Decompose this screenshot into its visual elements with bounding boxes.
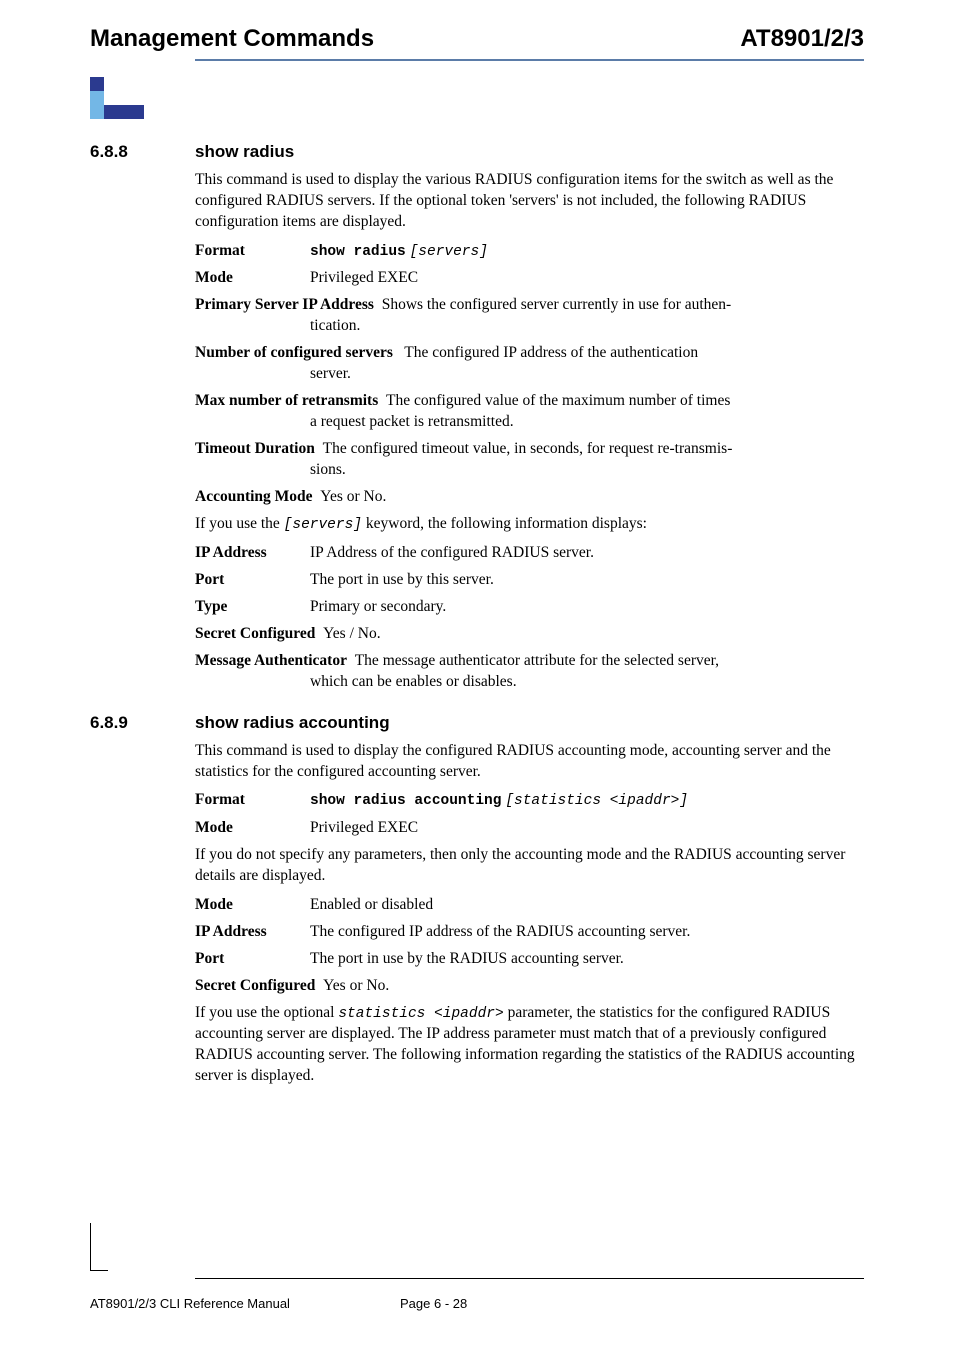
label-secret: Secret Configured — [195, 977, 315, 994]
format-command: show radius accounting — [310, 793, 501, 809]
label-port: Port — [195, 949, 310, 970]
value-mode: Privileged EXEC — [310, 268, 864, 289]
format-arg: [statistics <ipaddr>] — [505, 793, 688, 809]
row-type: Type Primary or secondary. — [195, 597, 864, 618]
label-mode: Mode — [195, 818, 310, 839]
desc-port: The port in use by this server. — [310, 570, 864, 591]
row-primary-server: Primary Server IP Address Shows the conf… — [195, 295, 864, 337]
no-params-para: If you do not specify any parameters, th… — [195, 845, 864, 887]
desc-msgauth-2: which can be enables or disables. — [195, 672, 864, 693]
format-arg: [servers] — [410, 244, 488, 260]
label-primary-server: Primary Server IP Address — [195, 296, 374, 313]
desc-timeout-1: The configured timeout value, in seconds… — [323, 440, 733, 457]
label-format: Format — [195, 790, 310, 812]
section-688-intro: This command is used to display the vari… — [195, 170, 864, 233]
footer-manual-name: AT8901/2/3 CLI Reference Manual — [90, 1296, 290, 1311]
row-secret-configured: Secret Configured Yes / No. — [195, 624, 864, 645]
label-mode: Mode — [195, 268, 310, 289]
row-message-authenticator: Message Authenticator The message authen… — [195, 651, 864, 693]
header-title: Management Commands — [90, 25, 374, 53]
desc-numservers-1: The configured IP address of the authent… — [404, 344, 698, 361]
if-servers-keyword: If you use the [servers] keyword, the fo… — [195, 514, 864, 536]
label-num-servers: Number of configured servers — [195, 344, 393, 361]
label-format: Format — [195, 241, 310, 263]
section-title: show radius accounting — [195, 713, 390, 733]
desc-maxretrans-1: The configured value of the maximum numb… — [386, 392, 730, 409]
opt-arg: statistics <ipaddr> — [338, 1006, 503, 1022]
label-port: Port — [195, 570, 310, 591]
row-ip-689: IP Address The configured IP address of … — [195, 922, 864, 943]
desc-timeout-2: sions. — [195, 460, 864, 481]
section-number: 6.8.8 — [90, 142, 195, 162]
row-num-servers: Number of configured servers The configu… — [195, 343, 864, 385]
desc-primary-1: Shows the configured server currently in… — [382, 296, 732, 313]
row-mode-689: Mode Privileged EXEC — [195, 818, 864, 839]
label-mode2: Mode — [195, 895, 310, 916]
row-accounting-mode: Accounting Mode Yes or No. — [195, 487, 864, 508]
label-acctmode: Accounting Mode — [195, 488, 313, 505]
value-format: show radius [servers] — [310, 241, 864, 263]
desc-mode2: Enabled or disabled — [310, 895, 864, 916]
desc-ip: The configured IP address of the RADIUS … — [310, 922, 864, 943]
row-timeout: Timeout Duration The configured timeout … — [195, 439, 864, 481]
row-port-689: Port The port in use by the RADIUS accou… — [195, 949, 864, 970]
brand-logo — [90, 77, 864, 124]
footer-divider — [195, 1278, 864, 1279]
desc-numservers-2: server. — [195, 364, 864, 385]
row-mode: Mode Privileged EXEC — [195, 268, 864, 289]
row-secret-689: Secret Configured Yes or No. — [195, 976, 864, 997]
header-model: AT8901/2/3 — [740, 25, 864, 53]
footer-bracket-icon — [90, 1223, 108, 1271]
label-timeout: Timeout Duration — [195, 440, 315, 457]
label-secret: Secret Configured — [195, 625, 315, 642]
row-mode2: Mode Enabled or disabled — [195, 895, 864, 916]
label-type: Type — [195, 597, 310, 618]
desc-secret: Yes or No. — [323, 977, 389, 994]
header-divider — [195, 59, 864, 61]
value-mode: Privileged EXEC — [310, 818, 864, 839]
section-688-heading: 6.8.8 show radius — [90, 142, 864, 162]
logo-icon — [90, 77, 144, 119]
desc-maxretrans-2: a request packet is retransmitted. — [195, 412, 864, 433]
desc-type: Primary or secondary. — [310, 597, 864, 618]
row-ip-address: IP Address IP Address of the configured … — [195, 543, 864, 564]
section-689-intro: This command is used to display the conf… — [195, 741, 864, 783]
desc-acctmode: Yes or No. — [320, 488, 386, 505]
label-ip: IP Address — [195, 543, 310, 564]
desc-secret: Yes / No. — [323, 625, 380, 642]
row-format-689: Format show radius accounting [statistic… — [195, 790, 864, 812]
section-689-heading: 6.8.9 show radius accounting — [90, 713, 864, 733]
page-header: Management Commands AT8901/2/3 — [90, 25, 864, 53]
section-title: show radius — [195, 142, 294, 162]
desc-ip: IP Address of the configured RADIUS serv… — [310, 543, 864, 564]
row-max-retransmits: Max number of retransmits The configured… — [195, 391, 864, 433]
desc-msgauth-1: The message authenticator attribute for … — [355, 652, 719, 669]
value-format: show radius accounting [statistics <ipad… — [310, 790, 864, 812]
label-max-retransmits: Max number of retransmits — [195, 392, 378, 409]
ifkey-1: If you use the — [195, 515, 284, 532]
label-msgauth: Message Authenticator — [195, 652, 347, 669]
section-number: 6.8.9 — [90, 713, 195, 733]
label-ip: IP Address — [195, 922, 310, 943]
footer-page-number: Page 6 - 28 — [400, 1296, 467, 1311]
ifkey-2: keyword, the following information displ… — [362, 515, 647, 532]
desc-primary-2: tication. — [195, 316, 864, 337]
optional-param-para: If you use the optional statistics <ipad… — [195, 1003, 864, 1087]
row-format: Format show radius [servers] — [195, 241, 864, 263]
row-port: Port The port in use by this server. — [195, 570, 864, 591]
opt-1: If you use the optional — [195, 1004, 338, 1021]
format-command: show radius — [310, 244, 406, 260]
ifkey-arg: [servers] — [284, 517, 362, 533]
desc-port: The port in use by the RADIUS accounting… — [310, 949, 864, 970]
